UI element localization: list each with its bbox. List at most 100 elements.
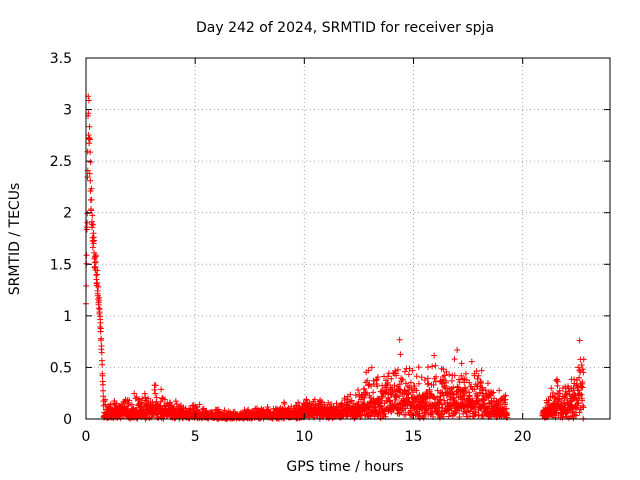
data-point bbox=[402, 368, 409, 375]
data-point bbox=[573, 396, 580, 403]
y-tick-label: 3.5 bbox=[50, 51, 72, 67]
data-point bbox=[429, 363, 436, 370]
data-point bbox=[577, 392, 584, 399]
data-point bbox=[87, 149, 94, 156]
data-point bbox=[440, 384, 447, 391]
data-point bbox=[496, 387, 503, 394]
data-point bbox=[580, 356, 587, 363]
data-point bbox=[420, 413, 427, 420]
data-point bbox=[467, 408, 474, 415]
data-point bbox=[559, 414, 566, 421]
data-point bbox=[159, 395, 166, 402]
data-point bbox=[448, 377, 455, 384]
data-point bbox=[478, 367, 485, 374]
data-point bbox=[463, 388, 470, 395]
data-point bbox=[570, 385, 577, 392]
data-point bbox=[466, 379, 473, 386]
data-point bbox=[391, 382, 398, 389]
data-point bbox=[97, 319, 104, 326]
data-point bbox=[475, 372, 482, 379]
data-point bbox=[420, 414, 427, 421]
data-point bbox=[393, 372, 400, 379]
data-point bbox=[281, 400, 288, 407]
data-point bbox=[462, 370, 469, 377]
data-point bbox=[484, 380, 491, 387]
data-point bbox=[388, 375, 395, 382]
data-point bbox=[87, 177, 94, 184]
data-point bbox=[502, 392, 509, 399]
data-point bbox=[94, 279, 101, 286]
data-point bbox=[388, 409, 395, 416]
data-point bbox=[89, 244, 96, 251]
data-point bbox=[361, 394, 368, 401]
data-point bbox=[570, 415, 577, 422]
data-point bbox=[95, 283, 102, 290]
data-point bbox=[475, 397, 482, 404]
data-point bbox=[443, 379, 450, 386]
data-point bbox=[425, 364, 432, 371]
x-tick-label: 0 bbox=[82, 429, 91, 445]
data-point bbox=[152, 382, 159, 389]
data-point bbox=[221, 407, 228, 414]
data-point bbox=[409, 389, 416, 396]
data-point bbox=[383, 382, 390, 389]
data-point bbox=[84, 219, 91, 226]
data-point bbox=[571, 411, 578, 418]
data-point bbox=[489, 390, 496, 397]
data-point bbox=[361, 407, 368, 414]
data-point bbox=[384, 373, 391, 380]
data-point bbox=[347, 391, 354, 398]
y-tick-label: 3 bbox=[63, 103, 72, 119]
data-point bbox=[365, 367, 372, 374]
data-point bbox=[578, 362, 585, 369]
data-point bbox=[448, 407, 455, 414]
data-point bbox=[88, 185, 95, 192]
data-point bbox=[448, 401, 455, 408]
data-point bbox=[245, 406, 252, 413]
data-point bbox=[573, 382, 580, 389]
y-tick-label: 1.5 bbox=[50, 257, 72, 273]
data-point bbox=[83, 226, 90, 233]
data-point bbox=[98, 342, 105, 349]
data-point bbox=[483, 393, 490, 400]
data-point bbox=[454, 346, 461, 353]
data-point bbox=[157, 398, 164, 405]
data-point bbox=[431, 352, 438, 359]
data-point bbox=[83, 252, 90, 259]
data-point bbox=[90, 221, 97, 228]
x-tick-label: 20 bbox=[514, 429, 532, 445]
data-point bbox=[145, 395, 152, 402]
data-point bbox=[173, 401, 180, 408]
data-point bbox=[396, 336, 403, 343]
data-point bbox=[473, 368, 480, 375]
data-point bbox=[84, 174, 91, 181]
data-point bbox=[474, 375, 481, 382]
data-point bbox=[461, 404, 468, 411]
data-point bbox=[172, 398, 179, 405]
data-point bbox=[398, 378, 405, 385]
data-point bbox=[86, 123, 93, 130]
data-point bbox=[469, 397, 476, 404]
data-point bbox=[98, 349, 105, 356]
data-point bbox=[94, 267, 101, 274]
data-point bbox=[99, 372, 106, 379]
data-point bbox=[440, 376, 447, 383]
data-point bbox=[87, 159, 94, 166]
plot-frame bbox=[85, 57, 611, 420]
data-point bbox=[437, 396, 444, 403]
data-point bbox=[396, 393, 403, 400]
data-point bbox=[556, 390, 563, 397]
data-point bbox=[152, 390, 159, 397]
data-point bbox=[461, 390, 468, 397]
data-point bbox=[361, 385, 368, 392]
data-point bbox=[573, 412, 580, 419]
data-point bbox=[478, 385, 485, 392]
axis-ticks: 0 5 10 15 20 0 0.5 1 1.5 2 2.5 3 3.5 bbox=[50, 51, 610, 445]
data-point bbox=[325, 399, 332, 406]
data-point bbox=[562, 392, 569, 399]
data-point bbox=[196, 401, 203, 408]
data-points bbox=[83, 93, 587, 422]
data-point bbox=[92, 252, 99, 259]
data-point bbox=[89, 224, 96, 231]
data-point bbox=[425, 380, 432, 387]
